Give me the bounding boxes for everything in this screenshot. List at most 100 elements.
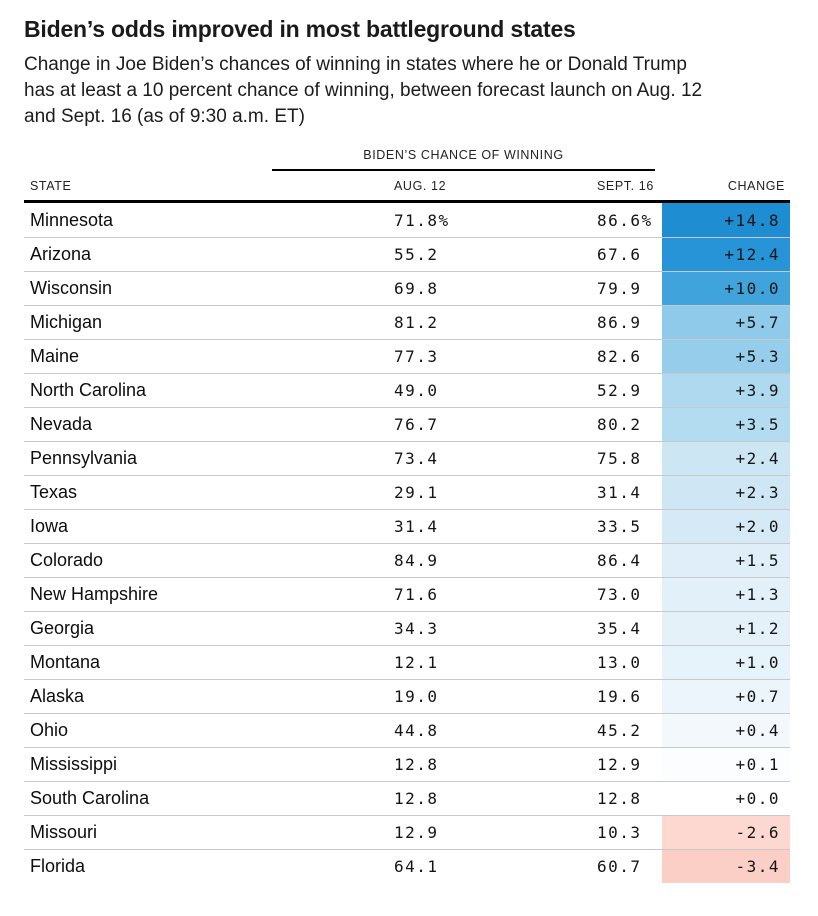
state-name: Wisconsin: [30, 278, 113, 298]
aug12-value: 81.2: [394, 313, 439, 332]
group-header-biden-chance: BIDEN’S CHANCE OF WINNING: [272, 148, 655, 171]
change-value: +10.0: [662, 272, 790, 305]
col-header-change: CHANGE: [727, 178, 785, 193]
chart-subtitle: Change in Joe Biden’s chances of winning…: [24, 54, 703, 127]
sept16-value: 45.2: [597, 721, 642, 740]
state-name: New Hampshire: [30, 584, 159, 604]
sept16-value: 10.3: [597, 823, 642, 842]
sept16-value: 86.9: [597, 313, 642, 332]
state-name: Ohio: [30, 720, 69, 740]
table-row: Florida 64.1 60.7 -3.4: [24, 849, 790, 883]
table-row: Pennsylvania 73.4 75.8 +2.4: [24, 441, 790, 475]
change-value: +0.0: [662, 782, 790, 815]
sept16-value: 79.9: [597, 279, 642, 298]
change-value: -2.6: [662, 816, 790, 849]
table-row: Mississippi 12.8 12.9 +0.1: [24, 747, 790, 781]
aug12-value: 31.4: [394, 517, 439, 536]
change-value: +2.3: [662, 476, 790, 509]
change-value: +2.0: [662, 510, 790, 543]
table-row: Georgia 34.3 35.4 +1.2: [24, 611, 790, 645]
sept16-value: 33.5: [597, 517, 642, 536]
table-row: Ohio 44.8 45.2 +0.4: [24, 713, 790, 747]
col-header-aug12: AUG. 12: [394, 178, 447, 193]
sept16-value: 52.9: [597, 381, 642, 400]
state-name: Mississippi: [30, 754, 118, 774]
change-value: +3.5: [662, 408, 790, 441]
change-value: +1.0: [662, 646, 790, 679]
change-value: +0.4: [662, 714, 790, 747]
sept16-value: 35.4: [597, 619, 642, 638]
state-name: South Carolina: [30, 788, 150, 808]
aug12-value: 29.1: [394, 483, 439, 502]
table-row: Texas 29.1 31.4 +2.3: [24, 475, 790, 509]
state-name: Texas: [30, 482, 78, 502]
aug12-value: 77.3: [394, 347, 439, 366]
table-row: Arizona 55.2 67.6 +12.4: [24, 237, 790, 271]
sept16-value: 73.0: [597, 585, 642, 604]
state-name: Pennsylvania: [30, 448, 138, 468]
sept16-value: 19.6: [597, 687, 642, 706]
state-name: Florida: [30, 856, 86, 876]
aug12-value: 12.1: [394, 653, 439, 672]
table-row: Minnesota 71.8% 86.6% +14.8: [24, 203, 790, 237]
aug12-value: 55.2: [394, 245, 439, 264]
chart-title: Biden’s odds improved in most battlegrou…: [24, 16, 576, 42]
table-row: Alaska 19.0 19.6 +0.7: [24, 679, 790, 713]
sept16-value: 13.0: [597, 653, 642, 672]
aug12-value: 71.8%: [394, 210, 450, 230]
aug12-value: 12.8: [394, 789, 439, 808]
state-name: North Carolina: [30, 380, 147, 400]
page: Biden’s odds improved in most battlegrou…: [24, 16, 790, 883]
table-row: Montana 12.1 13.0 +1.0: [24, 645, 790, 679]
aug12-value: 84.9: [394, 551, 439, 570]
aug12-value: 69.8: [394, 279, 439, 298]
table-row: Iowa 31.4 33.5 +2.0: [24, 509, 790, 543]
table-row: Nevada 76.7 80.2 +3.5: [24, 407, 790, 441]
state-name: Michigan: [30, 312, 103, 332]
state-name: Maine: [30, 346, 80, 366]
sept16-value: 86.4: [597, 551, 642, 570]
state-name: Arizona: [30, 244, 92, 264]
state-name: Missouri: [30, 822, 98, 842]
col-header-sept16: SEPT. 16: [597, 178, 654, 193]
state-name: Iowa: [30, 516, 69, 536]
states-table: BIDEN’S CHANCE OF WINNING STATE AUG. 12 …: [24, 148, 790, 883]
state-name: Colorado: [30, 550, 104, 570]
aug12-value: 76.7: [394, 415, 439, 434]
change-value: +0.1: [662, 748, 790, 781]
column-header-row: STATE AUG. 12 SEPT. 16 CHANGE: [24, 171, 790, 203]
change-value: +1.3: [662, 578, 790, 611]
state-name: Montana: [30, 652, 101, 672]
sept16-value: 75.8: [597, 449, 642, 468]
sept16-value: 86.6%: [597, 210, 653, 230]
state-name: Minnesota: [30, 209, 114, 230]
table-row: Colorado 84.9 86.4 +1.5: [24, 543, 790, 577]
table-row: Missouri 12.9 10.3 -2.6: [24, 815, 790, 849]
change-value: +3.9: [662, 374, 790, 407]
table-row: Maine 77.3 82.6 +5.3: [24, 339, 790, 373]
change-value: +2.4: [662, 442, 790, 475]
aug12-value: 12.8: [394, 755, 439, 774]
change-value: +1.2: [662, 612, 790, 645]
col-header-state: STATE: [30, 178, 72, 193]
table-row: Michigan 81.2 86.9 +5.7: [24, 305, 790, 339]
table-body: Minnesota 71.8% 86.6% +14.8 Arizona 55.2 67.6 +…: [24, 203, 790, 883]
sept16-value: 67.6: [597, 245, 642, 264]
sept16-value: 12.8: [597, 789, 642, 808]
table-row: New Hampshire 71.6 73.0 +1.3: [24, 577, 790, 611]
change-value: +5.3: [662, 340, 790, 373]
aug12-value: 44.8: [394, 721, 439, 740]
change-value: +0.7: [662, 680, 790, 713]
change-value: +14.8: [662, 203, 790, 237]
change-value: -3.4: [662, 850, 790, 883]
aug12-value: 49.0: [394, 381, 439, 400]
aug12-value: 19.0: [394, 687, 439, 706]
table-row: South Carolina 12.8 12.8 +0.0: [24, 781, 790, 815]
table-row: North Carolina 49.0 52.9 +3.9: [24, 373, 790, 407]
aug12-value: 12.9: [394, 823, 439, 842]
sept16-value: 80.2: [597, 415, 642, 434]
change-value: +1.5: [662, 544, 790, 577]
state-name: Alaska: [30, 686, 85, 706]
state-name: Nevada: [30, 414, 93, 434]
sept16-value: 12.9: [597, 755, 642, 774]
